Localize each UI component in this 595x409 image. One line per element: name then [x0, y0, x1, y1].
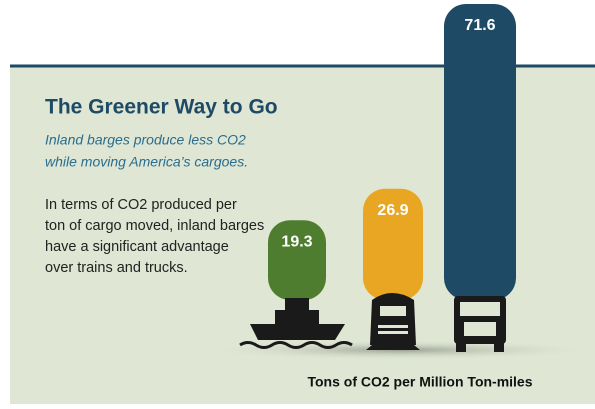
- body-text: In terms of CO2 produced per: [45, 197, 237, 213]
- body-text: over trains and trucks.: [45, 260, 188, 276]
- title: The Greener Way to Go: [45, 96, 278, 119]
- subtitle: while moving America’s cargoes.: [45, 154, 248, 170]
- truck-icon: [454, 296, 506, 352]
- subtitle: Inland barges produce less CO2: [45, 132, 246, 148]
- x-axis-label: Tons of CO2 per Million Ton-miles: [307, 374, 532, 390]
- smoke-bar: [444, 4, 516, 300]
- body-text: have a significant advantage: [45, 239, 229, 255]
- value-label: 19.3: [281, 233, 312, 250]
- infographic: The Greener Way to Go Inland barges prod…: [0, 0, 595, 404]
- train-icon: [366, 293, 420, 350]
- smoke-bar: [268, 220, 326, 300]
- value-label: 26.9: [377, 202, 408, 219]
- body-text: ton of cargo moved, inland barges: [45, 218, 264, 234]
- value-label: 71.6: [464, 17, 495, 34]
